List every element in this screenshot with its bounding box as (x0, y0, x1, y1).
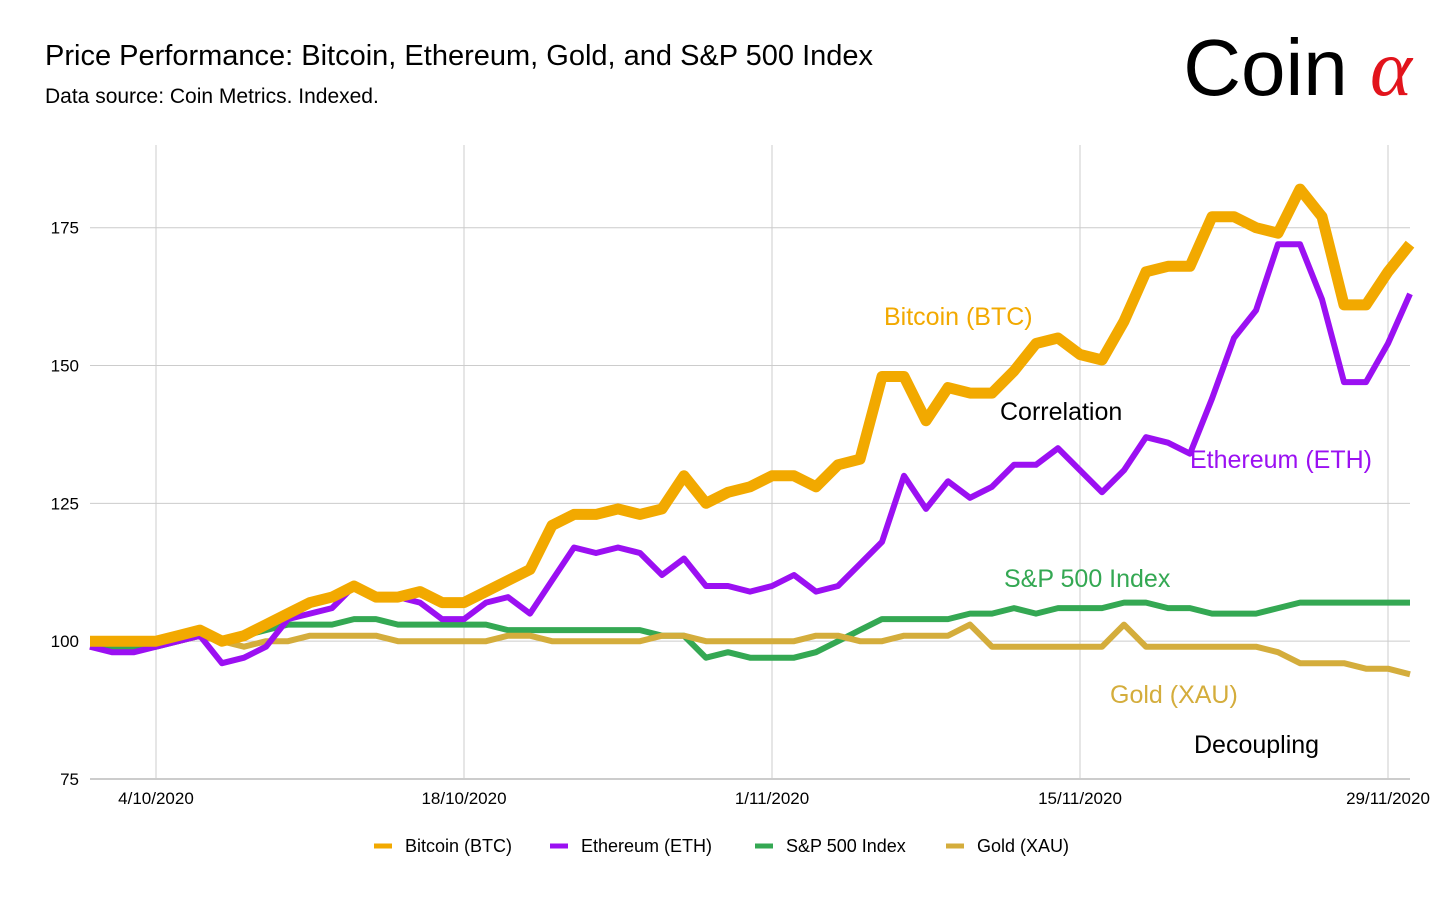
y-tick-label: 175 (51, 219, 79, 238)
series-line-2 (90, 599, 1410, 661)
chart-subtitle: Data source: Coin Metrics. Indexed. (45, 85, 379, 108)
annotation-label: Decoupling (1194, 731, 1319, 759)
legend-label: Ethereum (ETH) (581, 836, 712, 856)
annotation-label: Correlation (1000, 398, 1122, 426)
series-line-0 (90, 183, 1415, 647)
y-tick-label: 150 (51, 357, 79, 376)
legend-label: Gold (XAU) (977, 836, 1069, 856)
x-tick-label: 1/11/2020 (735, 789, 809, 808)
y-tick-label: 75 (60, 770, 79, 789)
alpha-icon: α (1370, 25, 1412, 113)
annotation-label: Bitcoin (BTC) (884, 303, 1033, 331)
x-tick-label: 18/10/2020 (421, 789, 506, 808)
legend: Bitcoin (BTC) Ethereum (ETH) S&P 500 Index… (374, 836, 1069, 856)
logo-text: Coin (1183, 23, 1348, 112)
annotation-label: Gold (XAU) (1110, 681, 1238, 709)
x-tick-label: 29/11/2020 (1346, 789, 1430, 808)
legend-label: S&P 500 Index (786, 836, 906, 856)
y-tick-label: 125 (51, 494, 79, 513)
x-tick-label: 4/10/2020 (118, 789, 194, 808)
x-tick-label: 15/11/2020 (1038, 789, 1122, 808)
y-tick-label: 100 (51, 632, 79, 651)
series-line-3 (90, 621, 1411, 678)
coin-alpha-logo: Coin α (1183, 28, 1412, 110)
series-lines (89, 183, 1415, 678)
grid-lines (90, 145, 1410, 780)
chart-title: Price Performance: Bitcoin, Ethereum, Go… (45, 40, 874, 72)
legend-label: Bitcoin (BTC) (405, 836, 512, 856)
annotation-label: Ethereum (ETH) (1190, 446, 1372, 474)
series-line-1 (89, 241, 1413, 667)
y-axis: 75 100 125 150 175 (51, 219, 79, 789)
annotations: Bitcoin (BTC) Correlation Ethereum (ETH) S&… (884, 303, 1372, 759)
x-axis: 4/10/2020 18/10/2020 1/11/2020 15/11/2020 29… (118, 789, 1430, 808)
annotation-label: S&P 500 Index (1004, 565, 1171, 593)
